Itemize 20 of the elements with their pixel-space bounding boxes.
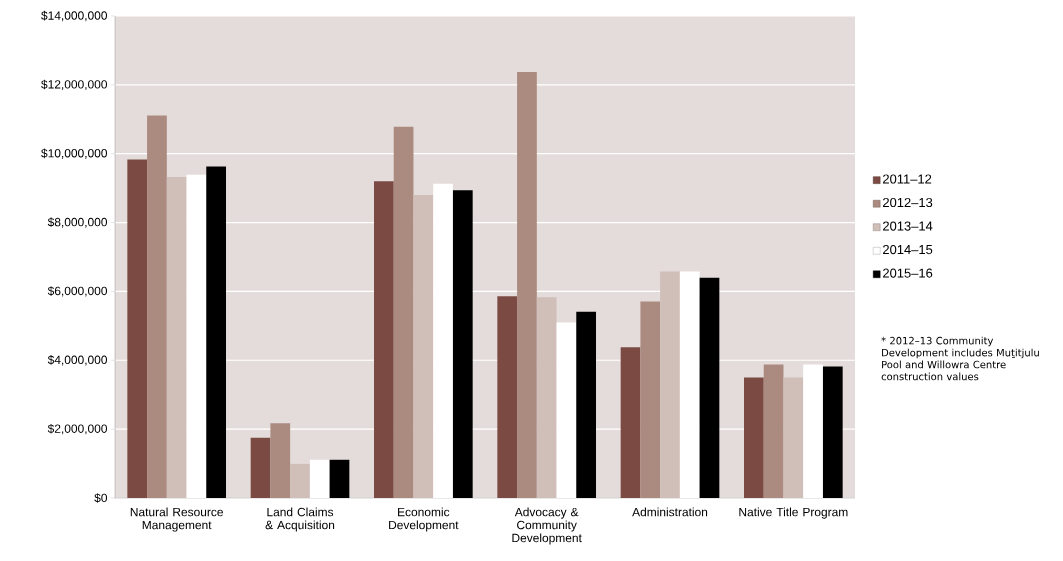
y-tick-label: $0 (94, 493, 108, 503)
legend-label: 2014–15 (883, 244, 933, 255)
y-tick-label: $2,000,000 (47, 423, 108, 435)
x-tick-label: Administration (632, 507, 708, 517)
x-tick-label: Natural Resource Management (130, 507, 223, 532)
y-tick-label: $10,000,000 (41, 148, 108, 159)
x-tick-label: Advocacy & Community Development (512, 507, 582, 545)
x-tick-label: Land Claims & Acquisition (265, 507, 335, 532)
y-tick-label: $12,000,000 (41, 79, 108, 91)
y-tick-label: $6,000,000 (47, 286, 108, 297)
legend-label: 2013–14 (883, 221, 933, 231)
y-tick-label: $14,000,000 (41, 10, 108, 22)
y-tick-label: $8,000,000 (47, 217, 108, 228)
x-tick-label: Native Title Program (739, 507, 848, 519)
text: * 2012–13 Community Development includes Muṯitjulu Pool and Willowra Centre construction values (881, 336, 1039, 381)
legend-label: 2012–13 (883, 197, 933, 208)
y-tick-label: $4,000,000 (47, 355, 108, 366)
x-tick-label: Economic Development (389, 507, 459, 532)
legend-label: 2015–16 (883, 268, 933, 278)
legend-label: 2011–12 (883, 174, 932, 184)
